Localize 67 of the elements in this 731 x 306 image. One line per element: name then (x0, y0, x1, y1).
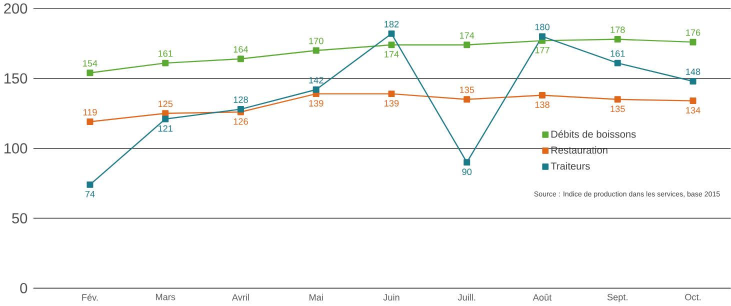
point (614, 96, 621, 103)
point (86, 118, 94, 126)
data-label: 178 (610, 26, 625, 34)
x-tick-label: Juill. (458, 294, 476, 301)
data-label: 139 (309, 100, 324, 107)
data-label: 121 (158, 125, 173, 132)
data-label: 174 (384, 51, 399, 58)
point (237, 106, 244, 113)
data-label: 128 (234, 96, 248, 104)
data-label: 180 (535, 24, 550, 30)
point (539, 92, 546, 99)
data-label: 125 (158, 100, 173, 108)
x-tick-label: Mars (156, 294, 176, 300)
point (464, 159, 470, 166)
point (162, 60, 169, 67)
point (312, 86, 320, 94)
point (690, 39, 696, 46)
data-label: 164 (234, 46, 248, 53)
point (86, 70, 94, 76)
legend-label: Traiteurs (550, 162, 590, 170)
point (312, 47, 320, 54)
y-tick-label: 200 (4, 4, 28, 14)
point (690, 98, 696, 104)
point (614, 36, 621, 43)
point (86, 182, 94, 188)
point (388, 42, 395, 48)
data-label: 135 (610, 106, 625, 112)
data-label: 134 (686, 107, 700, 114)
data-label: 119 (83, 109, 97, 116)
data-label: 174 (460, 32, 474, 39)
y-tick-label: 100 (4, 143, 28, 154)
legend-label: Restauration (551, 146, 608, 154)
data-label: 154 (83, 60, 98, 67)
point (237, 56, 244, 62)
x-tick-label: Avril (232, 294, 249, 301)
data-label: 176 (686, 30, 700, 36)
point (162, 116, 169, 122)
data-label: 139 (384, 100, 399, 107)
point (690, 78, 696, 85)
point (539, 33, 546, 40)
data-label: 135 (460, 86, 474, 94)
x-tick-label: Oct. (685, 294, 701, 301)
x-tick-label: Sept. (607, 294, 628, 302)
data-label: 170 (309, 38, 324, 44)
x-tick-label: Fév. (82, 294, 98, 301)
point (614, 60, 621, 67)
data-label: 142 (309, 77, 324, 84)
data-label: 126 (234, 118, 248, 125)
data-label: 161 (158, 50, 173, 58)
data-label: 177 (535, 47, 550, 54)
y-tick-label: 150 (4, 74, 28, 84)
data-label: 74 (85, 191, 95, 198)
data-label: 148 (686, 68, 700, 76)
x-tick-label: Mai (310, 294, 323, 301)
data-label: 182 (384, 21, 399, 28)
y-tick-label: 0 (20, 283, 28, 294)
point (388, 90, 395, 98)
x-tick-label: Août (532, 294, 552, 301)
legend-label: Débits de boissons (551, 130, 636, 138)
x-tick-label: Juin (383, 294, 400, 301)
point (388, 30, 395, 38)
data-label: 90 (462, 168, 472, 176)
data-label: 161 (610, 50, 625, 58)
point (464, 96, 470, 103)
data-label: 138 (535, 102, 550, 108)
y-tick-label: 50 (12, 213, 28, 224)
point (464, 42, 470, 48)
